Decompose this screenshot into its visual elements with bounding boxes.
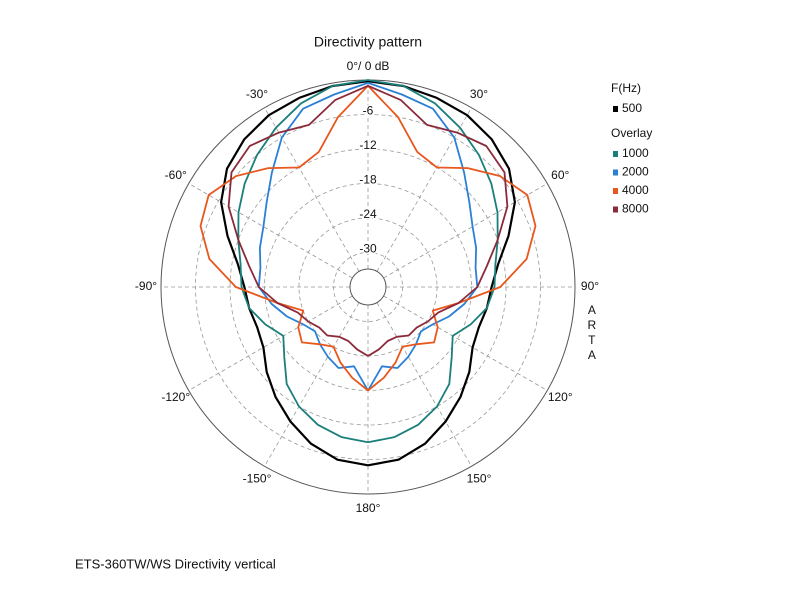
grid-spoke [188,295,353,391]
angle-label: 0°/ 0 dB [347,59,390,73]
center-hole [349,268,387,306]
grid-spoke [376,107,472,272]
angle-label: -60° [165,168,187,182]
legend-swatch [613,169,618,176]
legend-title: F(Hz) [611,81,641,95]
r-tick-label: -18 [359,173,377,187]
legend-overlay-label: Overlay [611,126,652,140]
angle-label: 30° [470,87,488,101]
angle-label: -120° [161,390,190,404]
r-tick-label: -30 [359,242,377,256]
grid-spoke [188,183,353,279]
legend-swatch [613,188,618,194]
angle-label: 90° [581,279,599,293]
series-line [227,84,509,357]
angle-label: 120° [548,390,573,404]
grid-spoke [383,295,548,391]
side-label: ARTA [585,303,599,363]
legend-label: 1000 [622,146,649,160]
angle-label: 60° [551,168,569,182]
legend-label: 500 [622,101,642,115]
grid-spoke [264,107,360,272]
angle-label: -150° [243,471,272,485]
angle-label: -30° [246,87,268,101]
angle-label: -90° [135,279,157,293]
r-tick-label: -24 [359,207,377,221]
r-tick-label: -6 [363,104,374,118]
legend-label: 8000 [622,202,649,216]
grid-spoke [383,183,548,279]
angle-label: 150° [467,471,492,485]
legend-label: 4000 [622,183,649,197]
legend-swatch [613,206,618,213]
legend-swatch [613,151,618,157]
angle-label: 180° [356,501,381,515]
grid-spoke [376,302,472,467]
series-line [237,79,499,444]
r-tick-label: -12 [359,138,377,152]
legend-swatch [613,106,618,112]
chart-title: Directivity pattern [314,34,422,50]
legend-label: 2000 [622,165,649,179]
series-line [257,82,479,391]
grid-spoke [264,302,360,467]
series-line [220,80,516,467]
caption: ETS-360TW/WS Directivity vertical [75,556,276,571]
